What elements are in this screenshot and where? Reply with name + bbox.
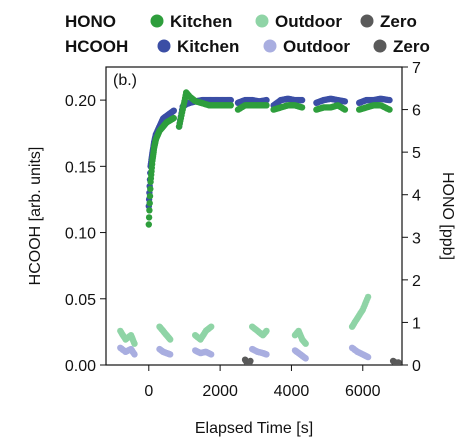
point-hcooh-outdoor xyxy=(364,353,372,361)
point-hcooh-kitchen xyxy=(263,96,270,104)
y-left-tick-label: 0.05 xyxy=(65,292,96,309)
legend-label-hcooh-outdoor: Outdoor xyxy=(283,37,350,56)
y-right-tick-label: 2 xyxy=(412,273,421,290)
plot-frame xyxy=(105,66,403,366)
point-hcooh-outdoor xyxy=(208,351,215,358)
legend-row-label-hono: HONO xyxy=(65,12,116,31)
point-hono-kitchen xyxy=(386,106,393,113)
legend-marker-hcooh-kitchen xyxy=(157,39,171,53)
point-zero xyxy=(247,357,254,365)
point-hcooh-kitchen xyxy=(170,107,177,114)
point-hono-kitchen xyxy=(341,106,349,113)
point-hono-outdoor xyxy=(364,293,372,301)
data-points xyxy=(117,89,402,365)
legend-label-hono-kitchen: Kitchen xyxy=(170,12,232,31)
legend-label-hono-outdoor: Outdoor xyxy=(275,12,342,31)
point-zero xyxy=(395,359,402,365)
legend-marker-hcooh-zero xyxy=(373,39,387,53)
point-hono-outdoor xyxy=(302,340,309,347)
legend-row-label-hcooh: HCOOH xyxy=(65,37,128,56)
point-hono-outdoor xyxy=(167,336,174,343)
point-hono-kitchen xyxy=(170,114,177,122)
x-tick-label: 4000 xyxy=(274,383,310,400)
legend-label-hcooh-zero: Zero xyxy=(393,37,430,56)
x-axis-title: Elapsed Time [s] xyxy=(195,420,313,437)
point-hcooh-kitchen xyxy=(341,98,349,105)
y-right-tick-label: 7 xyxy=(412,60,421,77)
y-right-tick-label: 0 xyxy=(412,358,421,375)
point-hono-kitchen xyxy=(145,214,153,221)
point-hono-kitchen xyxy=(146,207,153,214)
legend-marker-hono-kitchen xyxy=(150,14,164,28)
legend-label-hcooh-kitchen: Kitchen xyxy=(177,37,239,56)
legend-label-hono-zero: Zero xyxy=(380,12,417,31)
point-hcooh-outdoor xyxy=(131,351,138,358)
y-left-tick-label: 0.20 xyxy=(65,93,96,110)
y-axis-left: 0.00 0.05 0.10 0.15 0.20 xyxy=(65,93,106,375)
y-left-tick-label: 0.00 xyxy=(65,358,96,375)
y-right-tick-label: 4 xyxy=(412,188,421,205)
y-axis-left-title: HCOOH [arb. units] xyxy=(27,147,44,286)
y-left-tick-label: 0.10 xyxy=(65,226,96,243)
point-hcooh-kitchen xyxy=(386,96,393,104)
y-right-tick-label: 6 xyxy=(412,103,421,120)
panel-label: (b.) xyxy=(113,72,137,89)
point-hono-kitchen xyxy=(146,200,153,207)
point-hono-kitchen xyxy=(227,102,234,109)
y-right-tick-label: 1 xyxy=(412,315,421,332)
x-axis: 0 2000 4000 6000 xyxy=(144,365,381,400)
legend-marker-hono-outdoor xyxy=(255,14,269,28)
point-hcooh-kitchen xyxy=(227,96,234,104)
x-tick-label: 2000 xyxy=(202,383,238,400)
legend-marker-hono-zero xyxy=(360,14,374,28)
y-right-tick-label: 3 xyxy=(412,230,421,247)
y-left-tick-label: 0.15 xyxy=(65,159,96,176)
point-hono-kitchen xyxy=(298,104,306,111)
point-hono-outdoor xyxy=(263,327,270,335)
point-hcooh-outdoor xyxy=(263,351,270,358)
point-hono-kitchen xyxy=(147,185,154,193)
point-hono-kitchen xyxy=(145,221,152,228)
y-axis-right-title: HONO [ppb] xyxy=(439,172,456,260)
x-tick-label: 0 xyxy=(144,383,153,400)
point-hcooh-kitchen xyxy=(298,96,306,104)
legend-marker-hcooh-outdoor xyxy=(263,39,277,53)
y-right-tick-label: 5 xyxy=(412,145,421,162)
legend: HONO Kitchen Outdoor Zero HCOOH Kitchen … xyxy=(65,12,430,56)
y-axis-right: 0 1 2 3 4 5 6 7 xyxy=(402,60,421,375)
x-tick-label: 6000 xyxy=(345,383,381,400)
point-hono-outdoor xyxy=(208,323,215,330)
point-hcooh-outdoor xyxy=(302,355,309,362)
point-hcooh-outdoor xyxy=(167,351,174,358)
point-hono-kitchen xyxy=(263,102,270,109)
point-hono-outdoor xyxy=(131,340,138,347)
point-hono-kitchen xyxy=(146,192,154,200)
